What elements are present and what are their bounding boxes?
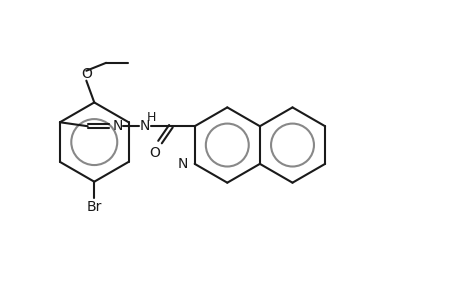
Text: O: O xyxy=(149,146,160,160)
Text: H: H xyxy=(146,111,156,124)
Text: Br: Br xyxy=(86,200,102,214)
Text: O: O xyxy=(81,67,92,81)
Text: N: N xyxy=(177,157,187,171)
Text: N: N xyxy=(140,119,150,133)
Text: N: N xyxy=(112,119,123,133)
